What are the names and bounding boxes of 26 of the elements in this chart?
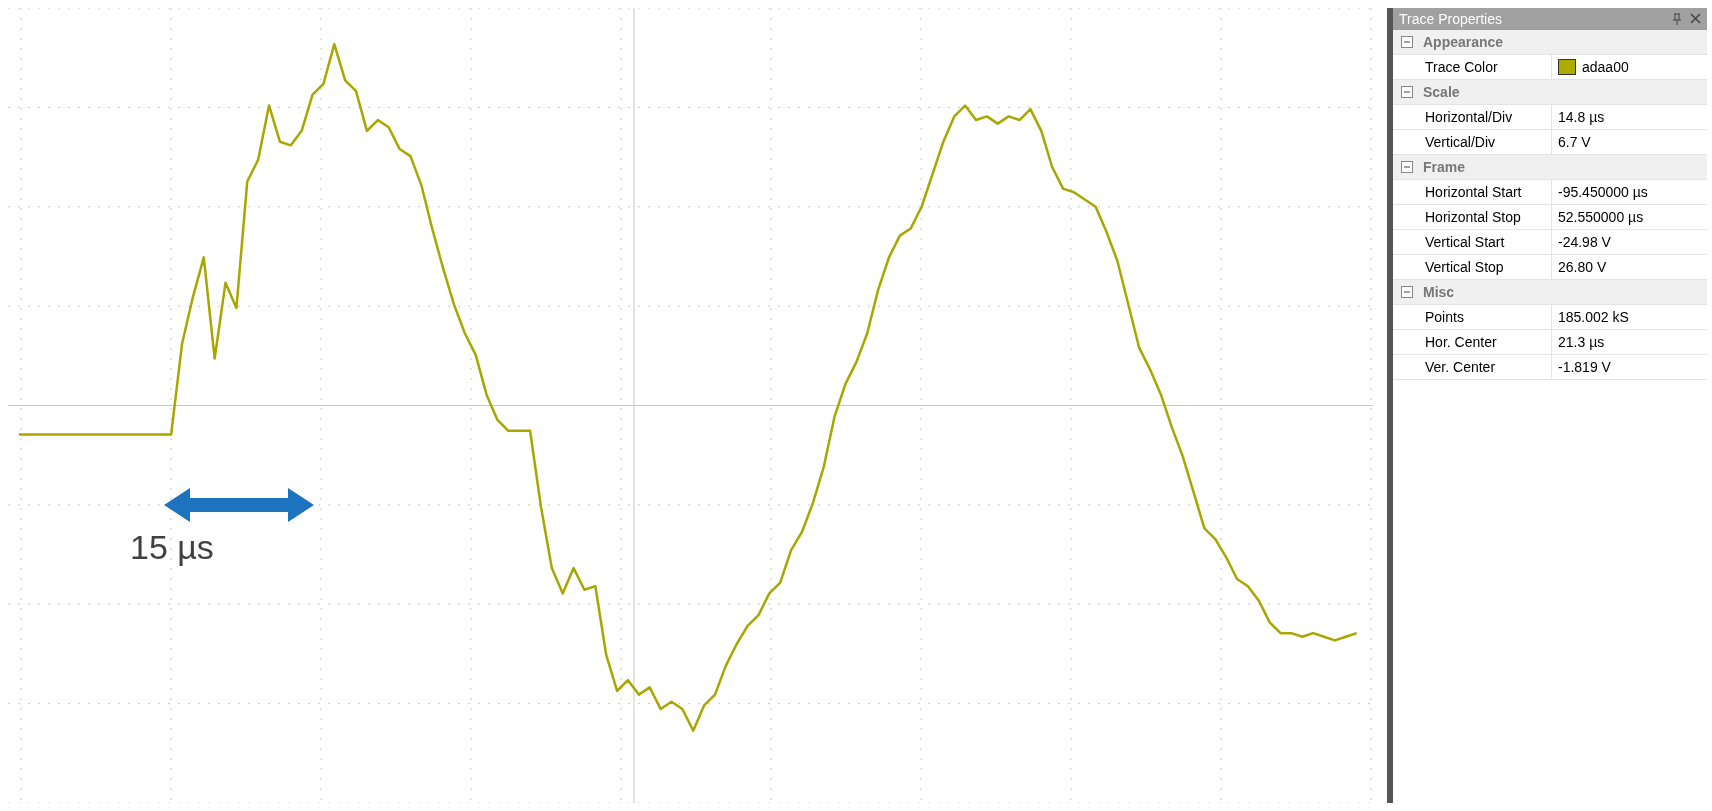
category-label: Points — [1421, 305, 1552, 329]
text: adaa00 — [1582, 59, 1629, 75]
text: 6.7 V — [1558, 134, 1591, 150]
text: 21.3 µs — [1558, 334, 1605, 350]
category-label: Horizontal Start — [1421, 180, 1552, 204]
text: -95.450000 µs — [1558, 184, 1648, 200]
text: 52.550000 µs — [1558, 209, 1644, 225]
text: -1.819 V — [1558, 359, 1611, 375]
category-label: Frame — [1423, 159, 1466, 175]
category-label: Horizontal Stop — [1421, 205, 1552, 229]
text: 26.80 V — [1558, 259, 1607, 275]
category-label: Vertical Stop — [1421, 255, 1552, 279]
text: 14.8 µs — [1558, 109, 1605, 125]
category-label: Horizontal/Div — [1421, 105, 1552, 129]
text: 185.002 kS — [1558, 309, 1629, 325]
category-label: Hor. Center — [1421, 330, 1552, 354]
category-label: Ver. Center — [1421, 355, 1552, 379]
category-label: Misc — [1423, 284, 1455, 300]
category-label: Scale — [1423, 84, 1460, 100]
category-label: Trace Color — [1421, 55, 1552, 79]
category-label: Appearance — [1423, 34, 1504, 50]
annotation: 15 µs — [130, 528, 214, 567]
text: Trace Properties — [1399, 11, 1502, 27]
category-label: Vertical Start — [1421, 230, 1552, 254]
text: -24.98 V — [1558, 234, 1611, 250]
category-label: Vertical/Div — [1421, 130, 1552, 154]
